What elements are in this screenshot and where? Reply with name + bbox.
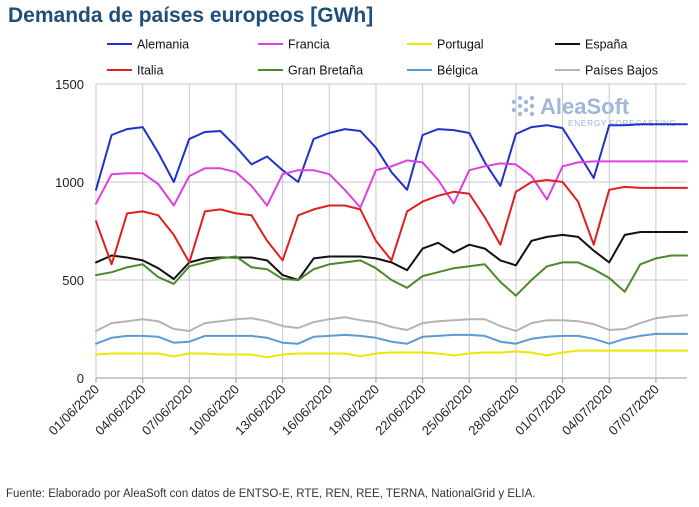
series-line-francia <box>95 159 688 209</box>
logo-dot <box>517 103 523 109</box>
series-line-alemania <box>95 123 688 191</box>
legend-label-gran-bretana: Gran Bretaña <box>288 64 363 78</box>
y-tick-label: 0 <box>77 371 84 386</box>
legend-label-francia: Francia <box>288 38 330 52</box>
logo-dot <box>523 107 529 113</box>
legend-label-espana: España <box>585 38 627 52</box>
legend-label-belgica: Bélgica <box>437 64 478 78</box>
y-tick-label: 500 <box>62 273 84 288</box>
chart-title: Demanda de países europeos [GWh] <box>8 4 374 27</box>
x-tick-label: 07/07/2020 <box>605 382 662 439</box>
logo-name: AleaSoft <box>540 94 630 119</box>
x-axis: 01/06/202004/06/202007/06/202010/06/2020… <box>45 378 662 438</box>
logo-dot <box>511 99 517 105</box>
logo-tagline: ENERGY FORECASTING <box>568 118 677 128</box>
logo-dot <box>511 107 517 113</box>
legend: Alemania Francia Portugal España Italia Gran … <box>107 38 658 78</box>
series-line-portugal <box>95 349 688 359</box>
series-line-italia <box>95 179 688 266</box>
y-axis: 0 500 1000 1500 <box>55 77 84 386</box>
series-line-paises-bajos <box>95 314 688 332</box>
series-line-espana <box>95 231 688 281</box>
series-line-gran-bretana <box>95 254 688 297</box>
source-note: Fuente: Elaborado por AleaSoft con datos… <box>6 488 536 500</box>
chart-area: AleaSoft ENERGY FORECASTING 0 500 1000 1500 … <box>45 38 688 438</box>
y-tick-label: 1500 <box>55 77 84 92</box>
legend-label-italia: Italia <box>137 64 163 78</box>
legend-label-paises-bajos: Países Bajos <box>585 64 658 78</box>
logo-dot <box>517 111 523 117</box>
gridlines <box>95 83 687 379</box>
logo-dot <box>529 111 535 117</box>
logo-dot <box>517 95 523 101</box>
series-lines <box>95 123 688 359</box>
logo-dot <box>523 99 529 105</box>
series-line-belgica <box>95 332 688 345</box>
logo-dot <box>529 95 535 101</box>
legend-label-portugal: Portugal <box>437 38 484 52</box>
legend-label-alemania: Alemania <box>137 38 189 52</box>
logo-dot <box>529 103 535 109</box>
y-tick-label: 1000 <box>55 175 84 190</box>
